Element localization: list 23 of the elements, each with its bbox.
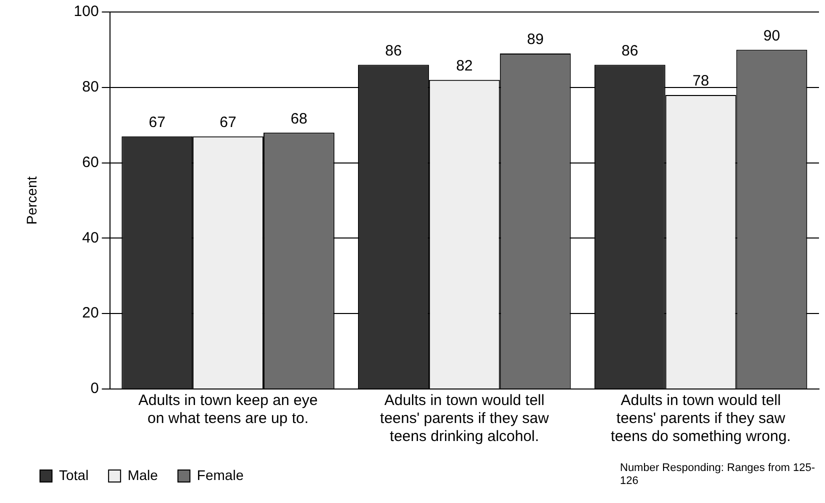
- y-tick-label: 40: [82, 229, 99, 246]
- data-label: 67: [220, 114, 236, 132]
- data-label: 86: [622, 42, 638, 60]
- data-label: 82: [456, 58, 473, 74]
- data-label: 86: [385, 42, 402, 60]
- text: Number Responding: Ranges from 125-126: [620, 462, 816, 488]
- data-label: 89: [526, 31, 544, 48]
- data-label: 90: [763, 27, 780, 44]
- x-tick-label: Adults in town would tell teens' parents if they saw teens do something wrong.: [610, 392, 791, 446]
- data-label: 67: [148, 114, 166, 132]
- data-label: 78: [692, 72, 710, 90]
- x-tick-label: Adults in town would tell teens' parents if they saw teens drinking alcohol.: [380, 392, 549, 446]
- y-tick-label: 20: [82, 304, 99, 322]
- legend-label: Female: [196, 466, 244, 483]
- y-tick-label: 0: [90, 380, 99, 398]
- y-tick-label: 60: [82, 154, 99, 171]
- data-label: 68: [290, 110, 308, 128]
- legend-label: Total: [59, 466, 89, 483]
- x-tick-label: Adults in town keep an eye on what teens are up to.: [138, 392, 318, 428]
- legend-label: Male: [128, 466, 158, 483]
- y-tick-label: 80: [82, 78, 99, 96]
- y-axis-title: Percent: [23, 176, 40, 225]
- y-tick-label: 100: [74, 3, 99, 20]
